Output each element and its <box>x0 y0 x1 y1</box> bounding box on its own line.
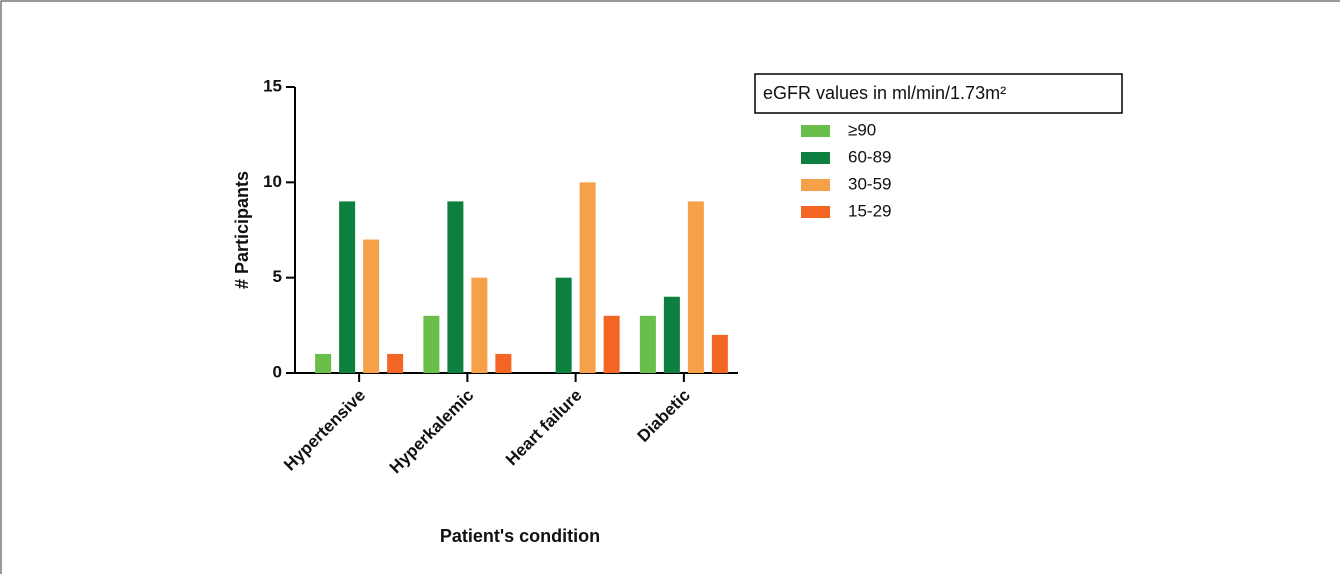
bar <box>423 315 440 373</box>
bar <box>579 182 596 373</box>
bar <box>639 315 656 373</box>
y-axis-title: # Participants <box>232 171 252 289</box>
legend-label: 15-29 <box>848 201 891 220</box>
legend-box <box>754 73 1123 114</box>
y-tick-label: 5 <box>273 267 282 286</box>
y-tick-label: 10 <box>263 172 282 191</box>
bar <box>387 353 404 373</box>
y-tick-label: 0 <box>273 362 282 381</box>
legend-label: 60-89 <box>848 147 891 166</box>
bar <box>363 239 380 373</box>
legend-swatch <box>801 125 830 137</box>
bar <box>315 353 332 373</box>
bar <box>447 201 464 373</box>
legend-title: eGFR values in ml/min/1.73m² <box>763 83 1006 103</box>
x-axis-title: Patient's condition <box>440 526 600 546</box>
bar <box>339 201 356 373</box>
bar <box>471 277 488 373</box>
legend-label: ≥90 <box>848 120 876 139</box>
legend-label: 30-59 <box>848 174 891 193</box>
bar <box>687 201 704 373</box>
bar <box>663 296 680 373</box>
legend-swatch <box>801 179 830 191</box>
legend-swatch <box>801 206 830 218</box>
bar <box>711 334 728 373</box>
bar <box>495 353 512 373</box>
bar <box>603 315 620 373</box>
y-tick-label: 15 <box>263 76 282 95</box>
legend-swatch <box>801 152 830 164</box>
bar <box>555 277 572 373</box>
